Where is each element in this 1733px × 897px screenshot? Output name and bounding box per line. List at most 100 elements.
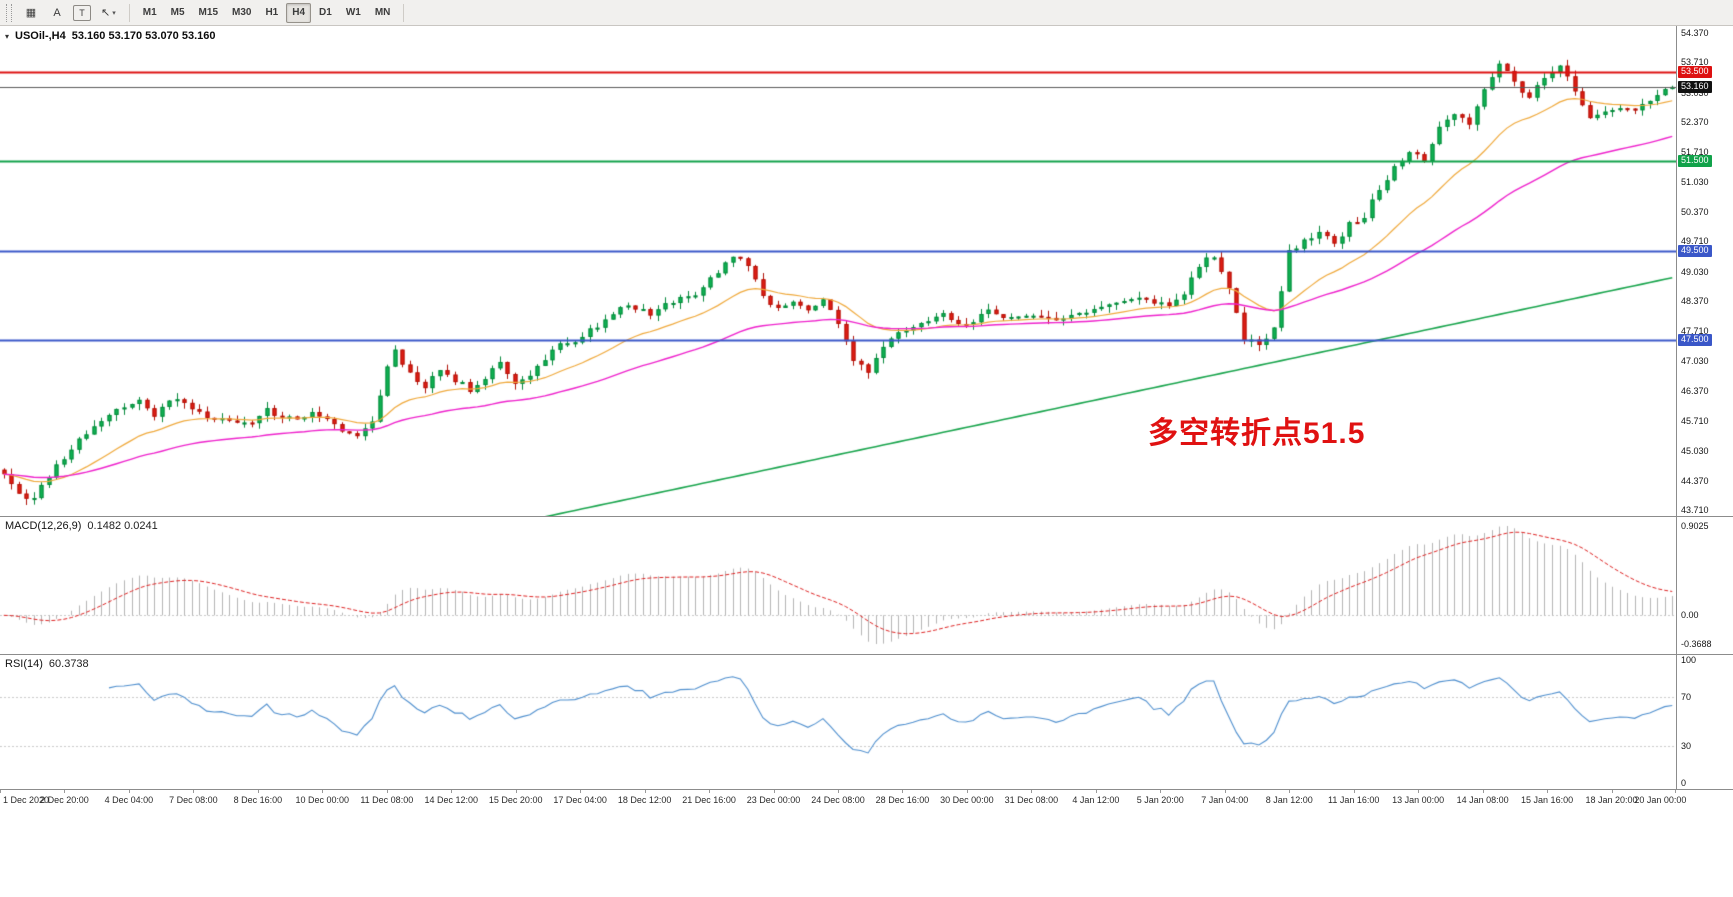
toolbar-grip[interactable]: [6, 3, 12, 22]
rsi-panel: RSI(14) 60.3738 100 70 30 0: [0, 654, 1733, 789]
time-label: 11 Jan 16:00: [1327, 795, 1380, 805]
rsi-tick: 100: [1681, 655, 1697, 665]
price-chart-canvas[interactable]: [0, 26, 1676, 516]
time-label: 4 Jan 12:00: [1072, 795, 1120, 805]
panel-separator[interactable]: [0, 654, 1733, 655]
time-tick-mark: [644, 789, 646, 793]
time-label: 23 Dec 00:00: [746, 795, 801, 805]
timeframe-button-w1[interactable]: W1: [345, 7, 361, 18]
time-label: 2 Dec 20:00: [40, 795, 89, 805]
current-price-badge: 53.160: [1678, 80, 1712, 93]
time-label: 11 Dec 08:00: [360, 795, 414, 805]
time-tick-mark: [1482, 789, 1484, 793]
time-axis[interactable]: 1 Dec 2020 2 Dec 20:00 4 Dec 04:00 7 Dec 08…: [0, 789, 1733, 812]
time-tick-mark: [515, 789, 517, 793]
time-label: 24 Dec 08:00: [811, 795, 865, 805]
time-label: 18 Jan 20:00: [1585, 795, 1638, 805]
text-frame-button[interactable]: T: [73, 4, 91, 21]
time-tick-mark: [64, 789, 66, 793]
time-tick-mark: [322, 789, 324, 793]
time-tick-mark: [1095, 789, 1097, 793]
price-tick: 45.030: [1681, 446, 1709, 457]
panel-separator[interactable]: [0, 516, 1733, 517]
time-label: 30 Dec 00:00: [940, 795, 994, 805]
annotation-text[interactable]: 多空转折点51.5: [1148, 416, 1366, 450]
price-tick: 49.030: [1681, 266, 1709, 277]
time-tick-mark: [128, 789, 130, 793]
price-tick: 53.710: [1681, 57, 1709, 68]
timeframe-buttons-group: M1 M5 M15 M30 H1 H4 D1 W1 MN: [136, 2, 398, 23]
tool-buttons-group: ▦ A T ↖ ▾: [18, 3, 123, 23]
time-tick-mark: [193, 789, 195, 793]
time-label: 28 Dec 16:00: [875, 795, 930, 805]
timeframe-button-h1[interactable]: H1: [265, 7, 279, 18]
time-label: 7 Dec 08:00: [169, 795, 218, 805]
rsi-label: RSI(14) 60.3738: [5, 658, 89, 670]
time-label: 8 Jan 12:00: [1265, 795, 1313, 805]
price-tick: 46.370: [1681, 386, 1709, 397]
price-badge-53.500: 53.500: [1678, 65, 1712, 78]
macd-axis[interactable]: 0.9025 0.00 -0.3688: [1676, 516, 1733, 654]
time-label: 1 Dec 2020: [3, 795, 50, 805]
time-label: 14 Jan 08:00: [1456, 795, 1509, 805]
toolbar-separator: [403, 3, 405, 22]
toolbar-separator: [128, 3, 130, 22]
price-tick: 47.710: [1681, 326, 1709, 337]
symbol-ohlc-values: 53.160 53.170 53.070 53.160: [71, 30, 216, 42]
time-label: 15 Dec 20:00: [488, 795, 543, 805]
price-tick: 44.370: [1681, 475, 1709, 486]
time-tick-mark: [838, 789, 839, 793]
timeframe-button-d1[interactable]: D1: [319, 7, 332, 18]
time-tick-mark: [0, 789, 1, 793]
time-tick-mark: [773, 789, 775, 793]
price-tick: 43.710: [1681, 505, 1709, 516]
time-label: 31 Dec 08:00: [1004, 795, 1059, 805]
macd-canvas[interactable]: [0, 516, 1676, 654]
time-tick-mark: [709, 789, 711, 793]
main-chart-panel: ▾ USOil-,H4 53.160 53.170 53.070 53.160 …: [0, 26, 1733, 516]
text-label-button[interactable]: A: [53, 6, 61, 19]
macd-tick: 0.9025: [1681, 521, 1709, 531]
price-tick: 52.370: [1681, 117, 1709, 128]
time-label: 13 Jan 00:00: [1392, 795, 1445, 805]
time-tick-mark: [1160, 789, 1162, 793]
panel-separator[interactable]: [0, 789, 1733, 790]
price-tick: 49.710: [1681, 236, 1709, 247]
timeframe-button-m30[interactable]: M30: [232, 7, 252, 18]
time-label: 8 Dec 16:00: [233, 795, 283, 805]
price-tick: 45.710: [1681, 415, 1709, 426]
timeframe-button-m1[interactable]: M1: [142, 7, 157, 18]
time-label: 7 Jan 04:00: [1201, 795, 1249, 805]
timeframe-button-mn[interactable]: MN: [374, 7, 391, 18]
time-tick-mark: [1547, 789, 1549, 793]
price-badge-51.500: 51.500: [1678, 155, 1712, 168]
timeframe-button-m5[interactable]: M5: [170, 7, 185, 18]
rsi-axis[interactable]: 100 70 30 0: [1676, 654, 1733, 789]
timeframe-button-m15[interactable]: M15: [198, 7, 218, 18]
time-tick-mark: [580, 789, 582, 793]
time-tick-mark: [1353, 789, 1355, 793]
rsi-tick: 0: [1681, 778, 1687, 788]
time-tick-mark: [1224, 789, 1226, 793]
chart-window-icon[interactable]: ▦: [25, 7, 37, 19]
time-tick-mark: [1289, 789, 1291, 793]
rsi-tick: 30: [1681, 741, 1692, 752]
cursor-tool-button[interactable]: ↖ ▾: [101, 7, 116, 19]
price-tick: 47.030: [1681, 356, 1709, 367]
time-label: 14 Dec 12:00: [424, 795, 478, 805]
time-tick-mark: [902, 789, 904, 793]
symbol-ohlc-line: ▾ USOil-,H4 53.160 53.170 53.070 53.160: [5, 30, 216, 42]
rsi-value: 60.3738: [48, 658, 89, 670]
time-tick-mark: [386, 789, 388, 793]
time-label: 21 Dec 16:00: [682, 795, 736, 805]
time-tick-mark: [257, 789, 259, 793]
collapse-arrow-icon[interactable]: ▾: [5, 31, 10, 41]
time-tick-mark: [966, 789, 968, 793]
timeframe-button-h4[interactable]: H4: [286, 2, 312, 23]
price-badge-47.500: 47.500: [1678, 334, 1712, 347]
macd-label: MACD(12,26,9) 0.1482 0.0241: [5, 520, 158, 532]
price-axis[interactable]: 54.37053.71053.03052.37051.71051.03050.3…: [1676, 26, 1733, 516]
time-label: 4 Dec 04:00: [104, 795, 154, 805]
rsi-canvas[interactable]: [0, 654, 1676, 789]
price-badge-49.500: 49.500: [1678, 244, 1712, 257]
